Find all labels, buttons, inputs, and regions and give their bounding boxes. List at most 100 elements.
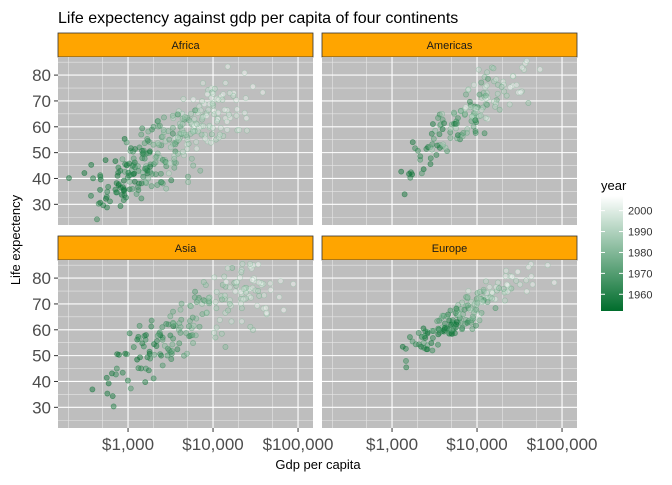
data-point [242, 95, 249, 102]
legend-title: year [601, 178, 627, 193]
data-point [464, 294, 471, 300]
data-point [165, 128, 172, 135]
data-point [439, 126, 446, 133]
data-point [169, 348, 175, 354]
data-point [399, 343, 406, 350]
facet-strip-label: Americas [427, 40, 473, 52]
data-point [503, 267, 510, 274]
data-point [514, 268, 521, 275]
data-point [134, 336, 141, 343]
data-point [473, 105, 479, 112]
data-point [475, 66, 482, 73]
data-point [226, 284, 233, 291]
data-point [529, 281, 536, 288]
data-point [469, 113, 475, 120]
data-point [454, 120, 460, 127]
data-point [103, 374, 110, 381]
data-point [489, 289, 496, 296]
data-point [164, 352, 171, 359]
data-point [202, 135, 209, 142]
data-point [483, 289, 490, 296]
data-point [178, 300, 185, 307]
data-point [236, 127, 242, 133]
data-point [494, 90, 501, 97]
data-point [139, 125, 146, 132]
y-tick-label: 30 [32, 398, 51, 417]
data-point [436, 326, 442, 333]
data-point [141, 155, 148, 162]
scatter-points [89, 260, 297, 410]
data-point [506, 101, 513, 108]
data-point [493, 76, 500, 83]
data-point [189, 314, 196, 321]
data-point [135, 365, 142, 372]
data-point [498, 83, 505, 90]
data-point [220, 91, 227, 98]
data-point [176, 320, 183, 327]
data-point [430, 135, 437, 142]
data-point [167, 160, 173, 167]
data-point [151, 341, 157, 348]
data-point [114, 351, 121, 357]
data-point [215, 96, 222, 103]
data-point [290, 281, 297, 287]
data-point [537, 66, 543, 73]
data-point [159, 324, 166, 331]
data-point [479, 299, 486, 305]
data-point [403, 364, 410, 371]
data-point [465, 86, 472, 93]
data-point [103, 193, 110, 200]
x-tick-label: $10,000 [182, 435, 243, 454]
data-point [107, 198, 113, 205]
data-point [476, 289, 483, 295]
data-point [110, 403, 117, 410]
data-point [267, 280, 274, 287]
data-point [233, 112, 240, 119]
data-point [158, 179, 165, 186]
data-point [112, 158, 119, 164]
data-point [462, 104, 469, 111]
data-point [213, 305, 220, 312]
data-point [401, 191, 408, 198]
data-point [482, 92, 489, 99]
data-point [197, 167, 204, 174]
data-point [204, 91, 211, 98]
y-tick-label: 80 [32, 66, 51, 85]
data-point [143, 332, 149, 338]
data-point [127, 385, 134, 392]
data-point [267, 287, 274, 293]
data-point [117, 167, 124, 174]
data-point [472, 117, 479, 124]
data-point [161, 114, 167, 121]
data-point [209, 100, 216, 107]
data-point [177, 306, 184, 313]
data-point [241, 69, 248, 76]
data-point [447, 135, 454, 141]
data-point [507, 84, 514, 91]
data-point [171, 164, 178, 171]
data-point [174, 150, 181, 157]
data-point [429, 146, 435, 153]
y-tick-label: 40 [32, 372, 51, 391]
data-point [503, 281, 510, 288]
data-point [211, 85, 218, 92]
data-point [277, 278, 284, 284]
data-point [409, 139, 416, 146]
data-point [191, 116, 198, 123]
colorbar-tick-label: 1980 [628, 247, 652, 259]
data-point [424, 346, 431, 353]
data-point [484, 101, 490, 108]
data-point [81, 170, 88, 176]
data-point [488, 64, 495, 71]
data-point [131, 170, 138, 177]
data-point [188, 303, 194, 310]
data-point [129, 186, 136, 192]
data-point [481, 130, 488, 137]
data-point [422, 335, 429, 341]
data-point [504, 288, 511, 295]
panel-background [322, 260, 577, 428]
data-point [217, 125, 224, 131]
data-point [146, 148, 153, 155]
data-point [141, 140, 148, 147]
data-point [425, 144, 431, 150]
